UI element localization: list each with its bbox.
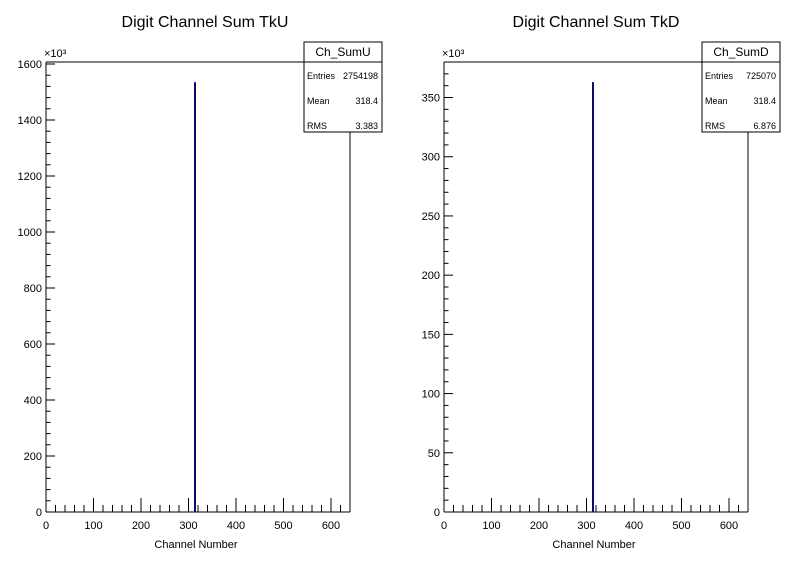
x-axis-label: Channel Number [552,539,635,551]
stats-row-value: 318.4 [753,96,776,106]
x-tick-label: 0 [441,520,447,532]
y-tick-label: 0 [36,507,42,519]
y-tick-label: 1400 [18,115,42,127]
y-tick-label: 400 [24,395,42,407]
chart-panel-1: Digit Channel Sum TkU 0 100 200 300 400 500 600… [18,14,383,551]
chart-title: Digit Channel Sum TkU [122,14,289,31]
y-tick-label: 1600 [18,59,42,71]
x-tick-label: 0 [43,520,49,532]
y-tick-label: 800 [24,283,42,295]
y-multiplier-label: ×10³ [442,48,465,60]
stats-row-label: Mean [705,96,728,106]
x-tick-label: 200 [132,520,150,532]
y-tick-label: 50 [428,448,440,460]
stats-box-name: Ch_SumU [315,45,370,59]
x-tick-label: 200 [530,520,548,532]
x-tick-label: 600 [720,520,738,532]
stats-row-value: 318.4 [355,96,378,106]
stats-row-value: 725070 [746,71,776,81]
stats-box [303,41,383,133]
y-tick-label: 200 [422,270,440,282]
stats-row-label: Entries [705,71,734,81]
x-tick-label: 500 [274,520,292,532]
chart-title: Digit Channel Sum TkD [513,14,680,31]
y-tick-label: 200 [24,451,42,463]
stats-row-label: Mean [307,96,330,106]
y-tick-label: 250 [422,211,440,223]
histogram-bar [194,82,196,512]
stats-row-label: RMS [705,121,725,131]
x-tick-label: 400 [625,520,643,532]
x-tick-label: 400 [227,520,245,532]
y-tick-label: 1000 [18,227,42,239]
stats-row-label: RMS [307,121,327,131]
x-tick-label: 600 [322,520,340,532]
x-tick-label: 300 [577,520,595,532]
stats-row-value: 2754198 [343,71,378,81]
y-tick-label: 350 [422,93,440,105]
stats-row-value: 6.876 [753,121,776,131]
stats-box-name: Ch_SumD [713,45,769,59]
y-tick-label: 0 [434,507,440,519]
y-multiplier-label: ×10³ [44,48,67,60]
stats-row-label: Entries [307,71,336,81]
x-axis-label: Channel Number [154,539,237,551]
x-tick-label: 300 [179,520,197,532]
histogram-bar [592,82,594,512]
y-tick-label: 1200 [18,171,42,183]
y-tick-label: 300 [422,152,440,164]
y-tick-label: 600 [24,339,42,351]
x-tick-label: 100 [84,520,102,532]
x-tick-label: 500 [672,520,690,532]
stats-box [701,41,781,133]
stats-row-value: 3.383 [355,121,378,131]
y-tick-label: 100 [422,389,440,401]
y-tick-label: 150 [422,329,440,341]
x-tick-label: 100 [482,520,500,532]
